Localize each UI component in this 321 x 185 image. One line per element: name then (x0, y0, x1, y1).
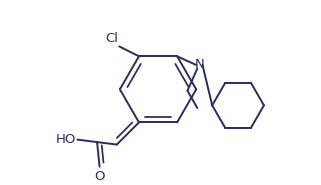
Text: N: N (195, 58, 204, 71)
Text: Cl: Cl (105, 32, 118, 46)
Text: HO: HO (56, 133, 76, 146)
Text: O: O (94, 170, 105, 183)
